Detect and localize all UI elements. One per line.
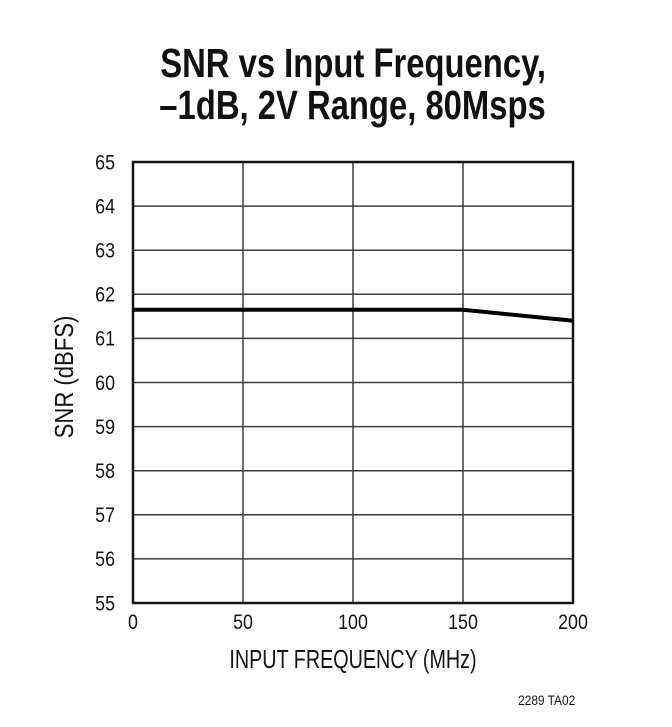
y-tick-label: 61 [95, 327, 115, 351]
x-tick-label: 50 [233, 611, 253, 635]
y-tick-label: 58 [95, 460, 115, 484]
y-tick-label: 57 [95, 504, 115, 528]
plot-frame [131, 160, 575, 605]
plot-note: 2289 TA02 [517, 692, 575, 708]
chart-title-line2: –1dB, 2V Range, 80Msps [159, 82, 547, 128]
x-tick-label: 100 [338, 611, 368, 635]
y-tick-label: 63 [95, 239, 115, 263]
chart-title-line1: SNR vs Input Frequency, [160, 40, 546, 86]
y-tick-label: 55 [95, 592, 115, 616]
x-axis-title: INPUT FREQUENCY (MHz) [229, 644, 476, 673]
y-tick-label: 64 [95, 195, 115, 219]
x-tick-label: 150 [448, 611, 478, 635]
chart-title: SNR vs Input Frequency, –1dB, 2V Range, … [34, 42, 672, 126]
y-tick-label: 62 [95, 283, 115, 307]
y-tick-label: 56 [95, 548, 115, 572]
y-axis-title: SNR (dBFS) [50, 316, 79, 439]
x-tick-label: 200 [558, 611, 588, 635]
series-line-snr [133, 307, 574, 323]
y-tick-label: 60 [95, 371, 115, 395]
y-tick-label: 65 [95, 151, 115, 175]
y-tick-label: 59 [95, 416, 115, 440]
x-tick-label: 0 [128, 611, 138, 635]
